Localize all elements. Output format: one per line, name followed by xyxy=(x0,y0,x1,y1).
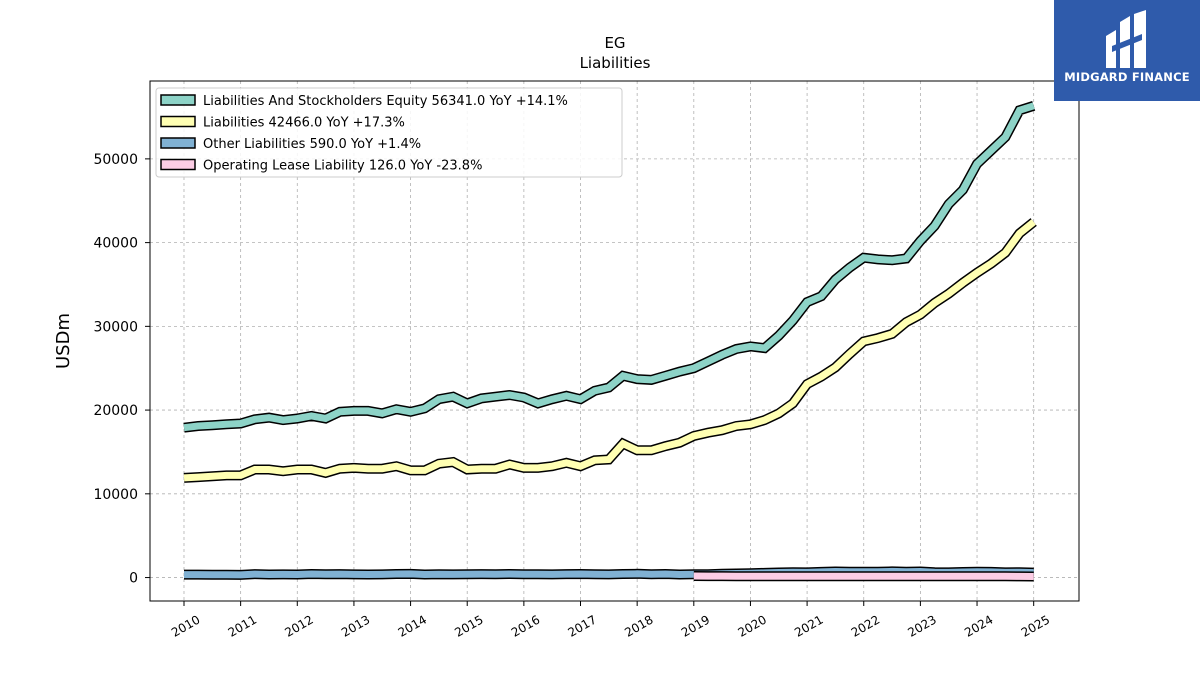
x-tick-label: 2011 xyxy=(226,612,259,639)
y-tick-label: 20000 xyxy=(93,403,138,419)
series-line xyxy=(183,102,1035,432)
x-tick-label: 2024 xyxy=(962,612,995,639)
chart-title: EG xyxy=(604,34,625,52)
x-tick-label: 2017 xyxy=(566,612,599,639)
legend-swatch xyxy=(160,94,196,106)
x-tick-label: 2023 xyxy=(905,612,938,639)
brand-logo: MIDGARD FINANCE xyxy=(1054,0,1200,101)
x-tick-label: 2021 xyxy=(792,612,825,639)
x-tick-label: 2014 xyxy=(396,612,429,639)
x-tick-label: 2013 xyxy=(339,612,372,639)
brand-name: MIDGARD FINANCE xyxy=(1064,70,1190,84)
legend-swatch xyxy=(160,158,196,171)
x-tick-label: 2012 xyxy=(282,612,315,639)
x-tick-label: 2015 xyxy=(452,612,485,639)
legend-swatch xyxy=(160,137,196,149)
x-tick-label: 2020 xyxy=(735,612,768,639)
brand-mark-icon xyxy=(1106,10,1146,68)
y-tick-label: 0 xyxy=(129,571,138,587)
y-tick-label: 40000 xyxy=(93,236,138,252)
x-tick-label: 2010 xyxy=(169,612,202,639)
legend-label: Operating Lease Liability 126.0 YoY -23.… xyxy=(203,159,482,174)
x-axis: 2010 2011 2012 2013 2014 2015 2016 2017 2018 2019… xyxy=(169,601,1052,640)
plot-lines xyxy=(183,101,1037,582)
y-axis: 0 10000 20000 30000 40000 50000 xyxy=(93,152,150,587)
x-tick-label: 2016 xyxy=(509,612,542,639)
legend-box xyxy=(155,87,623,178)
series-line xyxy=(183,219,1036,482)
y-axis-label: USDm xyxy=(53,313,74,369)
legend-label: Liabilities And Stockholders Equity 5634… xyxy=(203,94,568,109)
y-tick-label: 50000 xyxy=(93,152,138,168)
x-tick-label: 2018 xyxy=(622,612,655,639)
y-tick-label: 30000 xyxy=(93,319,138,335)
x-tick-label: 2019 xyxy=(679,612,712,639)
legend-label: Other Liabilities 590.0 YoY +1.4% xyxy=(203,137,421,152)
x-tick-label: 2025 xyxy=(1019,612,1052,639)
legend-swatch xyxy=(160,115,196,128)
plot-frame xyxy=(149,80,1080,602)
legend-label: Liabilities 42466.0 YoY +17.3% xyxy=(203,116,405,131)
x-tick-label: 2022 xyxy=(849,612,882,639)
y-tick-label: 10000 xyxy=(93,487,138,503)
series-line xyxy=(693,572,1034,580)
chart-subtitle: Liabilities xyxy=(580,54,651,72)
legend[interactable]: Liabilities And Stockholders Equity 5634… xyxy=(155,87,623,178)
